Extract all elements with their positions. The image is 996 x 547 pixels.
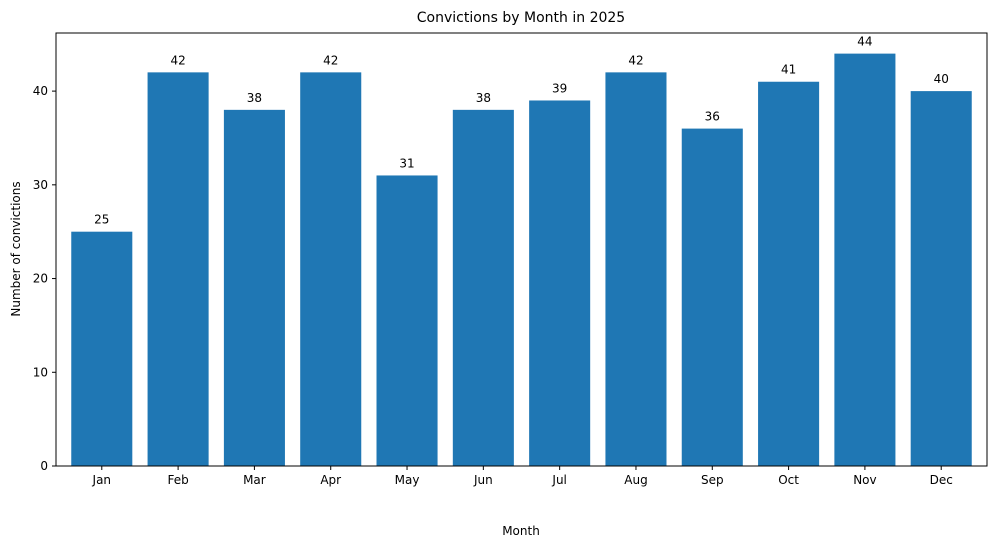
bar-value-label: 42 [170,53,185,67]
bar-value-label: 38 [476,91,491,105]
y-tick-label: 0 [40,459,48,473]
x-tick-label: Sep [701,473,724,487]
x-tick-label: Jul [551,473,566,487]
bar-value-label: 25 [94,213,109,227]
bar-sep [681,128,743,466]
bar-value-label: 42 [323,53,338,67]
bar-value-label: 40 [934,72,949,86]
bar-value-label: 42 [628,53,643,67]
bar-mar [223,109,285,466]
bar-nov [834,53,896,467]
x-tick-label: Jun [473,473,493,487]
bar-apr [300,72,362,467]
y-tick-label: 30 [33,178,48,192]
bar-feb [147,72,209,467]
bar-value-label: 39 [552,81,567,95]
x-tick-label: Aug [624,473,647,487]
bar-value-label: 31 [399,156,414,170]
y-tick-label: 20 [33,272,48,286]
y-axis-label: Number of convictions [9,181,23,316]
bar-jun [452,109,514,466]
bar-jul [529,100,591,466]
y-tick-label: 40 [33,84,48,98]
bar-oct [758,81,820,467]
chart-title: Convictions by Month in 2025 [417,10,625,26]
bar-dec [910,91,972,467]
y-tick-label: 10 [33,365,48,379]
bar-value-label: 36 [705,110,720,124]
bar-value-label: 41 [781,63,796,77]
x-tick-label: Dec [930,473,953,487]
x-tick-label: Feb [167,473,188,487]
bar-value-label: 38 [247,91,262,105]
x-tick-label: Oct [778,473,799,487]
x-tick-label: Mar [243,473,266,487]
x-tick-label: Nov [853,473,876,487]
plot-area: 25 Jan 42 Feb 38 Mar 42 Apr 31 May 38 Jun 39 Jul 42 Aug… [33,32,988,487]
bar-aug [605,72,667,467]
x-tick-label: May [395,473,420,487]
bar-may [376,175,438,466]
plot-frame [55,32,988,467]
x-axis-label: Month [502,524,540,538]
x-tick-label: Jan [92,473,112,487]
bar-jan [71,231,133,466]
x-tick-label: Apr [320,473,341,487]
bar-value-label: 44 [857,35,872,49]
